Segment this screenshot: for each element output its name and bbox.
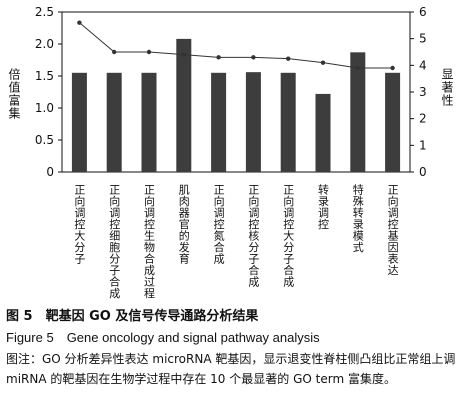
line-point (181, 52, 186, 57)
y-tick-label-right: 5 (419, 32, 427, 46)
chart-svg: 0 0.5 1.0 1.5 2.0 2.5 0 1 2 3 4 5 6 正向调控大分子 正向调控细胞分子合成… (35, 5, 427, 299)
bar (211, 72, 227, 172)
bar (385, 72, 401, 172)
series-line (79, 22, 393, 69)
y-tick-label-left: 0 (46, 165, 54, 179)
chart: 0 0.5 1.0 1.5 2.0 2.5 0 1 2 3 4 5 6 正向调控大分子 正向调控细胞分子合成… (7, 5, 454, 299)
figure-note: 图注：GO 分析差异性表达 microRNA 靶基因，显示退变性脊柱侧凸组比正常… (6, 352, 456, 386)
y-tick-label-left: 1.5 (35, 69, 54, 83)
line-point (286, 56, 291, 61)
figure-title: 图 5 靶基因 GO 及信号传导通路分析结果 (6, 309, 259, 324)
x-tick-label: 正向调控细胞分子合成 (108, 184, 121, 299)
line-point (355, 65, 360, 71)
y-tick-label-right: 4 (419, 58, 427, 72)
x-tick-label: 正向调控核分子合成 (247, 184, 260, 288)
bar (141, 72, 157, 172)
bar (315, 93, 331, 172)
x-tick-label: 正向调控生物合成过程 (143, 184, 156, 299)
y-tick-label-left: 0.5 (35, 133, 54, 147)
line-point (390, 65, 395, 71)
x-tick-label: 正向调控大分子合成 (282, 184, 295, 288)
line-point (112, 49, 117, 55)
bar (176, 38, 192, 172)
y-tick-label-right: 6 (419, 5, 427, 19)
y-tick-label-right: 2 (419, 112, 427, 126)
bar (106, 72, 122, 172)
x-tick-label: 转录调控 (317, 183, 330, 230)
y-tick-label-left: 2.5 (35, 5, 54, 19)
line-point (251, 55, 256, 60)
line-point (146, 49, 152, 55)
line-point (320, 60, 326, 65)
bar (280, 72, 296, 172)
y-tick-label-left: 1.0 (35, 101, 54, 115)
line-point (216, 55, 221, 60)
bar (350, 52, 366, 172)
x-tick-label: 特殊转录模式 (351, 183, 364, 253)
bar (71, 72, 87, 172)
figure-title-english: Figure 5 Gene oncology and signal pathwa… (6, 330, 320, 345)
x-tick-label: 正向调控大分子 (73, 184, 86, 265)
bar (245, 72, 261, 172)
x-tick-label: 正向调控氮合成 (212, 184, 225, 265)
line-point (77, 20, 82, 25)
y-axis-label-right: 显著性 (440, 68, 454, 107)
y-tick-label-right: 1 (419, 138, 427, 152)
y-tick-label-left: 2.0 (35, 37, 54, 51)
x-tick-label: 肌肉器官的发育 (177, 184, 190, 265)
x-tick-label: 正向调控基因表达 (386, 184, 399, 276)
y-axis-label-left: 倍值富集 (7, 68, 21, 120)
y-tick-label-right: 3 (419, 85, 427, 99)
y-tick-label-right: 0 (419, 165, 427, 179)
